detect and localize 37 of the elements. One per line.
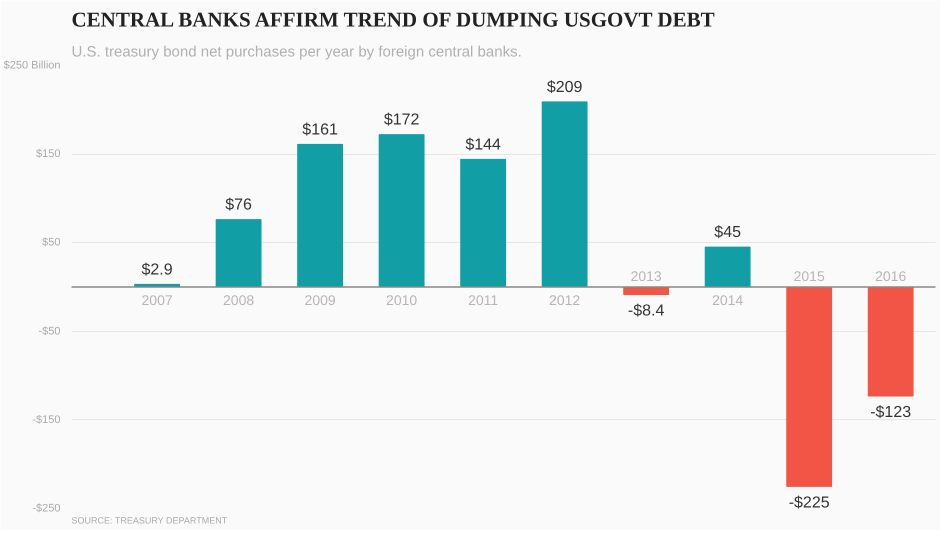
x-tick-label: 2013 [630, 268, 662, 284]
chart-subtitle: U.S. treasury bond net purchases per year by foreign central banks. [72, 44, 522, 60]
x-tick-label: 2012 [549, 292, 580, 308]
x-tick-label: 2010 [386, 292, 418, 308]
x-tick-label: 2015 [794, 268, 825, 284]
x-tick-label: 2007 [142, 292, 173, 308]
x-tick-label: 2011 [468, 292, 498, 308]
bar [378, 134, 425, 288]
x-tick-label: 2008 [223, 292, 254, 308]
x-tick-label: 2014 [712, 292, 744, 308]
data-label: $172 [384, 112, 420, 129]
bar [786, 286, 832, 487]
data-label: $76 [225, 196, 252, 214]
data-label: $2.9 [142, 261, 173, 278]
y-tick-label: $50 [42, 236, 61, 249]
bar [297, 144, 344, 288]
bar [868, 286, 914, 396]
data-label: -$8.4 [628, 302, 664, 320]
bar [704, 246, 751, 288]
y-tick-label: $150 [36, 148, 61, 160]
data-label: -$123 [870, 404, 912, 421]
y-tick-label: $250 Billion [4, 60, 60, 72]
bar [542, 101, 588, 288]
bar [216, 219, 262, 288]
data-label: -$225 [788, 494, 830, 512]
data-label: $45 [714, 224, 742, 242]
bar [460, 158, 506, 288]
source-note: SOURCE: TREASURY DEPARTMENT [72, 516, 228, 526]
chart-title: CENTRAL BANKS AFFIRM TREND OF DUMPING USGOVT DEBT [72, 8, 715, 32]
y-tick-label: -$250 [32, 502, 61, 514]
data-label: $144 [465, 136, 502, 154]
x-tick-label: 2016 [875, 268, 906, 284]
y-tick-label: -$50 [38, 325, 61, 338]
x-tick-label: 2009 [304, 292, 336, 308]
data-label: $161 [302, 121, 338, 138]
y-tick-label: -$150 [32, 414, 61, 426]
data-label: $209 [546, 78, 583, 96]
